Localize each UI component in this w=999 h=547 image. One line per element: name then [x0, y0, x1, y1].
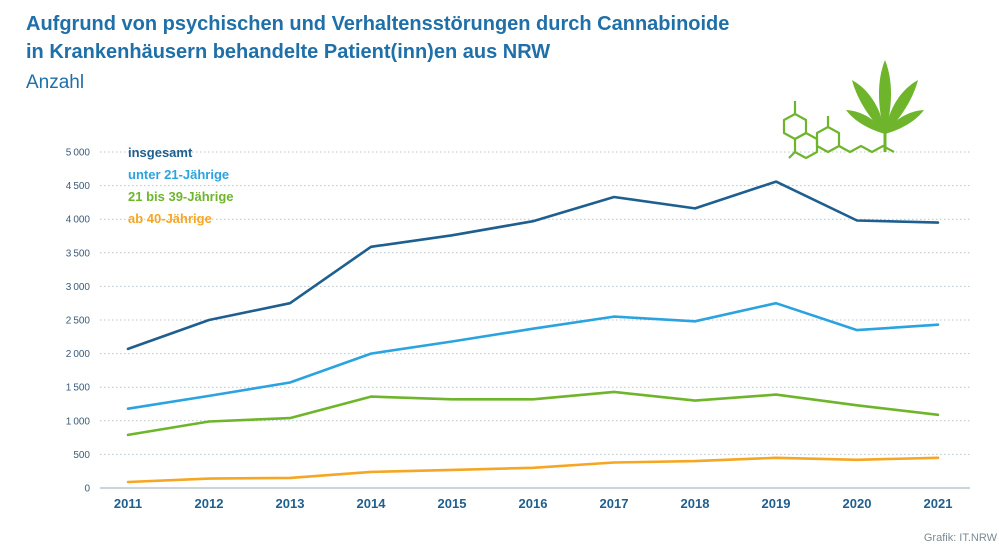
chart-subtitle: Anzahl — [26, 72, 85, 93]
x-tick-label: 2014 — [357, 496, 387, 511]
y-tick-label: 2 000 — [66, 349, 91, 360]
x-tick-label: 2021 — [924, 496, 953, 511]
legend-item-3: ab 40-Jährige — [128, 211, 212, 226]
chart-title: Aufgrund von psychischen und Verhaltenss… — [26, 10, 729, 66]
series-line-3 — [126, 456, 940, 484]
legend: insgesamt unter 21-Jährige 21 bis 39-Jähri… — [128, 145, 234, 226]
series-line-2 — [126, 390, 940, 437]
chart-title-line-2: in Krankenhäusern behandelte Patient(inn… — [26, 41, 551, 63]
chart-title-line-1: Aufgrund von psychischen und Verhaltenss… — [26, 13, 730, 35]
series-layer — [126, 180, 940, 484]
y-tick-label: 1 500 — [66, 383, 91, 394]
x-tick-label: 2018 — [681, 496, 710, 511]
x-tick-label: 2020 — [843, 496, 872, 511]
y-tick-label: 3 500 — [66, 248, 91, 259]
legend-item-0: insgesamt — [128, 145, 193, 160]
x-tick-label: 2013 — [276, 496, 305, 511]
axis-layer: 0 500 1 000 1 500 2 000 2 500 3 000 3 500 4 000 4… — [66, 148, 953, 512]
x-tick-label: 2012 — [195, 496, 224, 511]
legend-item-1: unter 21-Jährige — [128, 167, 229, 182]
series-line-1 — [126, 301, 940, 411]
series-line-0 — [126, 180, 940, 351]
cannabis-leaf-icon — [846, 60, 924, 152]
y-tick-label: 500 — [73, 450, 90, 461]
y-tick-label: 0 — [84, 484, 90, 495]
y-tick-label: 2 500 — [66, 316, 91, 327]
legend-item-2: 21 bis 39-Jährige — [128, 189, 234, 204]
x-tick-label: 2011 — [114, 496, 142, 511]
x-tick-label: 2016 — [519, 496, 548, 511]
x-tick-label: 2019 — [762, 496, 791, 511]
y-tick-label: 1 000 — [66, 416, 91, 427]
y-tick-label: 4 500 — [66, 181, 91, 192]
y-tick-label: 3 000 — [66, 282, 91, 293]
y-tick-label: 4 000 — [66, 215, 91, 226]
grid-layer — [100, 151, 970, 489]
x-tick-label: 2017 — [600, 496, 629, 511]
x-tick-label: 2015 — [438, 496, 467, 511]
y-tick-label: 5 000 — [66, 148, 91, 159]
source-credit: Grafik: IT.NRW — [923, 532, 997, 544]
